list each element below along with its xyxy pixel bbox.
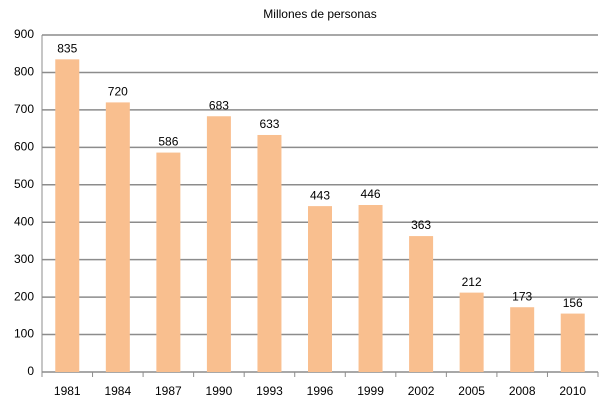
y-tick-label: 200 [14,289,34,303]
bar [409,236,434,372]
bar [206,116,231,372]
x-tick-label: 1981 [54,384,81,398]
y-tick-label: 900 [14,27,34,41]
x-tick-label: 2002 [408,384,435,398]
x-tick-label: 2010 [559,384,586,398]
data-label: 443 [310,188,330,202]
y-tick-label: 800 [14,65,34,79]
bar [510,307,535,372]
data-label: 156 [563,296,583,310]
data-label: 586 [158,135,178,149]
data-label: 633 [259,117,279,131]
bar [105,102,130,373]
bar [560,313,585,372]
y-tick-label: 500 [14,177,34,191]
x-tick-label: 1999 [357,384,384,398]
y-tick-label: 100 [14,327,34,341]
data-label: 835 [57,42,77,56]
bar [308,206,332,372]
data-label: 363 [411,218,431,232]
bar [257,134,282,372]
x-tick-label: 1984 [104,384,131,398]
data-label: 173 [512,289,532,303]
data-label: 446 [361,187,381,201]
bar [156,152,181,372]
x-tick-label: 1987 [155,384,182,398]
bar [55,59,80,372]
x-tick-label: 1993 [256,384,283,398]
data-label: 683 [209,98,229,112]
y-tick-label: 0 [27,364,34,378]
bar [358,204,383,372]
y-tick-label: 400 [14,214,34,228]
data-label: 720 [108,85,128,99]
chart-title: Millones de personas [263,7,376,21]
y-tick-label: 300 [14,252,34,266]
x-tick-label: 2005 [458,384,485,398]
bar [459,292,484,372]
x-tick-label: 1990 [206,384,233,398]
y-tick-label: 600 [14,140,34,154]
y-tick-label: 700 [14,102,34,116]
data-label: 212 [462,275,482,289]
x-tick-label: 2008 [509,384,536,398]
x-tick-label: 1996 [307,384,334,398]
